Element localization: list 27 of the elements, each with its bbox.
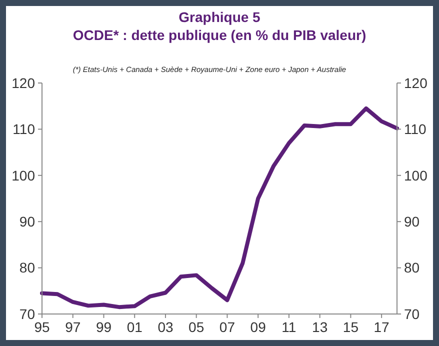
x-tick-label: 95 (34, 319, 50, 335)
y-tick-label: 100 (12, 167, 36, 184)
y2-tick-label: 70 (404, 306, 420, 322)
y-tick-label: 120 (12, 74, 36, 91)
x-tick-label: 97 (65, 319, 81, 335)
x-tick-label: 01 (126, 319, 143, 335)
y-tick-label: 70 (19, 306, 36, 322)
y-tick-label: 110 (12, 121, 36, 138)
chart-title: Graphique 5 (178, 9, 261, 25)
x-tick-label: 15 (342, 319, 359, 335)
y2-tick-label: 80 (404, 260, 420, 276)
y-tick-label: 80 (19, 260, 36, 276)
y2-tick-label: 120 (404, 74, 428, 91)
chart-subtitle: OCDE* : dette publique (en % du PIB valeur) (72, 27, 366, 43)
y2-tick-label: 90 (404, 214, 420, 230)
y-tick-label: 90 (19, 214, 36, 230)
x-tick-label: 03 (158, 319, 174, 335)
x-tick-label: 13 (312, 319, 328, 335)
y2-tick-label: 110 (404, 121, 427, 138)
x-tick-label: 99 (96, 319, 112, 335)
x-tick-label: 07 (219, 319, 236, 335)
x-tick-label: 17 (374, 319, 390, 335)
x-tick-label: 09 (250, 319, 266, 335)
x-tick-label: 11 (282, 319, 296, 335)
y2-tick-label: 100 (404, 167, 428, 184)
line-series (40, 106, 399, 310)
x-tick-label: 05 (188, 319, 204, 335)
